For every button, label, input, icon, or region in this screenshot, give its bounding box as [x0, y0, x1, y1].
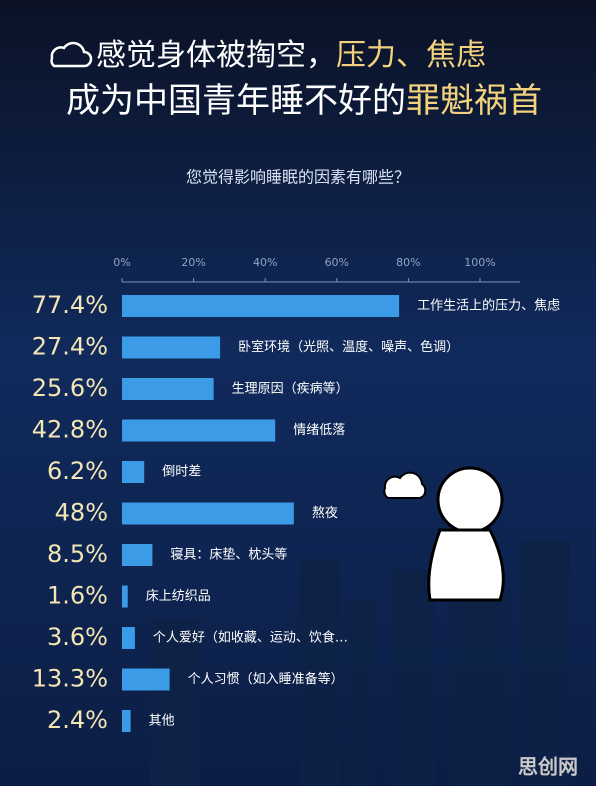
cloud-icon: [50, 41, 93, 68]
value-label: 13.3%: [32, 665, 108, 693]
category-label: 工作生活上的压力、焦虑: [417, 298, 560, 314]
bar: [122, 627, 135, 649]
title-part: 成为中国青年睡不好的: [66, 81, 406, 121]
value-label: 1.6%: [47, 582, 108, 610]
skyline: [150, 540, 570, 786]
category-label: 个人习惯（如入睡准备等）: [188, 671, 344, 687]
bar: [122, 544, 153, 566]
category-label: 寝具：床垫、枕头等: [170, 547, 287, 563]
x-tick-label: 20%: [181, 256, 205, 269]
x-tick-label: 0%: [113, 256, 130, 269]
bar: [122, 668, 170, 691]
category-label: 床上纺织品: [146, 589, 211, 604]
category-label: 个人爱好（如收藏、运动、饮食…: [153, 630, 348, 646]
value-label: 77.4%: [32, 291, 108, 319]
chart-title: 成为中国青年睡不好的罪魁祸首: [66, 81, 542, 121]
value-label: 2.4%: [47, 706, 108, 734]
title-part: 压力、焦虑: [336, 38, 486, 73]
bar: [122, 461, 145, 483]
value-label: 8.5%: [47, 540, 108, 568]
bar: [122, 378, 214, 400]
watermark: 思创网: [518, 755, 578, 779]
category-label: 熬夜: [312, 505, 338, 521]
value-label: 25.6%: [32, 374, 108, 402]
bar: [122, 710, 131, 732]
category-label: 情绪低落: [293, 423, 345, 438]
bar: [122, 585, 128, 608]
value-label: 6.2%: [47, 457, 108, 485]
bar: [122, 419, 276, 442]
bar: [122, 336, 221, 359]
value-label: 27.4%: [32, 333, 108, 361]
bar: [122, 502, 294, 525]
chart-title: 感觉身体被掏空，压力、焦虑: [96, 38, 486, 73]
category-label: 其他: [149, 714, 175, 729]
x-tick-label: 40%: [253, 256, 277, 269]
value-label: 42.8%: [32, 416, 108, 444]
category-label: 倒时差: [162, 465, 201, 480]
sad-figure: [436, 466, 504, 534]
rain-cloud: [383, 471, 427, 499]
subtitle: 您觉得影响睡眠的因素有哪些？: [186, 168, 410, 187]
bar: [122, 295, 400, 317]
x-tick-label: 100%: [464, 256, 495, 269]
category-label: 卧室环境（光照、温度、噪声、色调）: [238, 339, 459, 355]
value-label: 3.6%: [47, 623, 108, 651]
sad-figure-body: [427, 528, 505, 602]
title-part: 罪魁祸首: [406, 81, 542, 121]
title-part: 感觉身体被掏空，: [96, 38, 336, 73]
x-tick-label: 80%: [396, 256, 420, 269]
category-label: 生理原因（疾病等）: [232, 381, 349, 397]
x-tick-label: 60%: [325, 256, 349, 269]
value-label: 48%: [55, 499, 108, 527]
